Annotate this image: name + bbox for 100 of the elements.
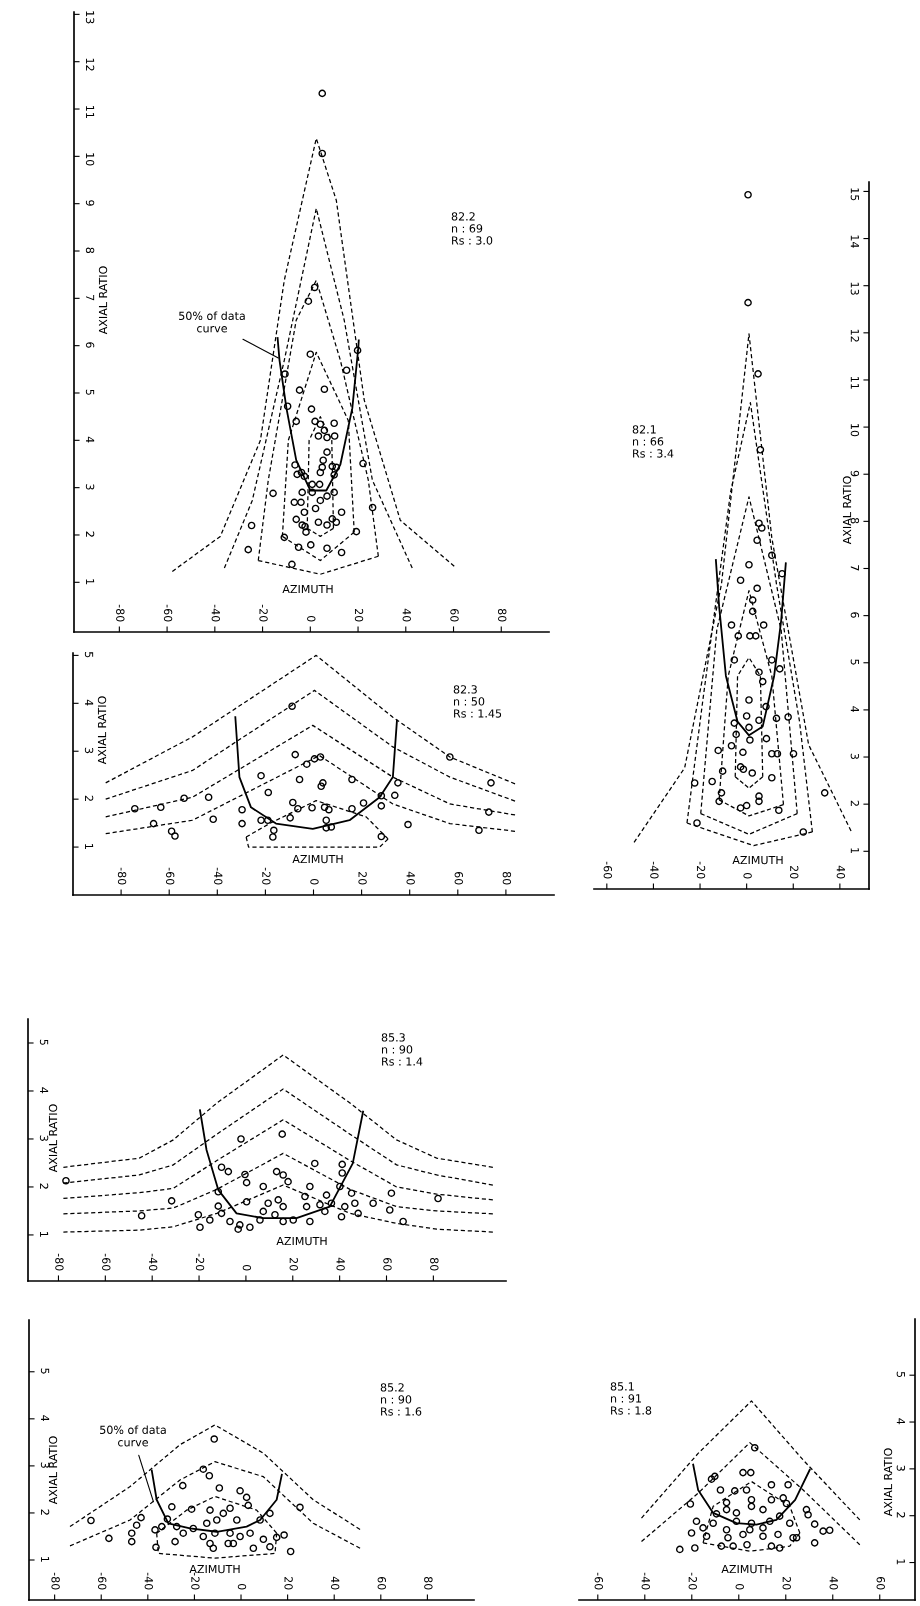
x-tick-label: -80: [55, 1253, 64, 1271]
annotation: 82.3 n : 50 Rs : 1.45: [453, 685, 502, 718]
y-tick-label: 10: [85, 153, 95, 166]
y-tick-label: 3: [896, 1465, 906, 1471]
x-tick-label: -20: [259, 604, 268, 622]
x-tick-label: 20: [289, 1257, 298, 1271]
x-tick-label: 0: [310, 878, 319, 885]
annotation: 50% of data curve: [179, 311, 245, 333]
x-axis-title: AZIMUTH: [721, 1564, 772, 1574]
x-axis-title: AZIMUTH: [732, 855, 783, 865]
x-tick-label: 40: [836, 865, 846, 879]
x-tick-label: -40: [148, 1253, 158, 1271]
y-tick-label: 5: [39, 1039, 49, 1045]
y-tick-label: 3: [39, 1135, 49, 1141]
x-tick-label: 80: [498, 608, 507, 622]
x-tick-label: -40: [214, 867, 223, 885]
annotation: 85.3 n : 90 Rs : 1.4: [381, 1033, 423, 1066]
x-tick-label: -40: [211, 604, 221, 622]
y-tick-label: 1: [85, 844, 94, 849]
x-axis-title: AZIMUTH: [292, 854, 343, 864]
x-tick-label: 0: [743, 872, 752, 879]
x-tick-label: 20: [790, 865, 799, 879]
y-tick-label: 2: [850, 800, 860, 806]
x-tick-label: 20: [284, 1576, 293, 1590]
y-tick-label: 9: [85, 200, 95, 206]
x-tick-label: 20: [358, 871, 367, 885]
x-tick-label: 20: [782, 1576, 791, 1590]
y-tick-label: 4: [41, 1415, 50, 1422]
x-tick-label: -60: [603, 861, 612, 879]
x-tick-label: -20: [262, 867, 271, 885]
y-tick-label: 7: [850, 565, 859, 571]
x-tick-label: 40: [330, 1576, 340, 1590]
y-tick-label: 3: [40, 1462, 50, 1468]
annotation: 85.2 n : 90 Rs : 1.6: [380, 1383, 422, 1416]
x-tick-label: -60: [102, 1253, 111, 1271]
y-tick-label: 11: [86, 106, 95, 118]
y-tick-label: 9: [850, 470, 860, 477]
y-tick-label: 8: [850, 517, 860, 524]
y-axis-title: AXIAL RATIO: [883, 1448, 893, 1517]
y-tick-label: 3: [85, 484, 95, 490]
x-tick-label: 60: [454, 871, 463, 885]
y-tick-label: 1: [41, 1557, 50, 1562]
x-tick-label: 0: [735, 1583, 744, 1590]
y-tick-label: 10: [850, 424, 860, 437]
x-tick-label: -60: [98, 1572, 107, 1590]
y-tick-label: 14: [850, 235, 859, 248]
y-tick-label: 12: [86, 58, 95, 71]
y-tick-label: 4: [40, 1087, 49, 1094]
x-tick-label: 20: [354, 608, 364, 622]
x-tick-label: 40: [402, 608, 411, 622]
x-tick-label: 0: [307, 615, 316, 622]
y-tick-label: 4: [850, 706, 859, 713]
x-tick-label: -20: [688, 1572, 697, 1590]
annotation: 85.1 n : 91 Rs : 1.8: [610, 1382, 652, 1415]
x-axis-title: AZIMUTH: [189, 1564, 240, 1574]
y-tick-label: 2: [86, 531, 95, 537]
y-tick-label: 13: [850, 282, 860, 295]
y-tick-label: 2: [896, 1512, 906, 1518]
y-tick-label: 12: [850, 329, 860, 342]
y-tick-label: 1: [40, 1231, 49, 1237]
y-axis-title: AXIAL RATIO: [842, 476, 852, 545]
y-axis-title: AXIAL RATIO: [48, 1436, 58, 1505]
y-tick-label: 2: [40, 1183, 49, 1189]
y-tick-label: 7: [86, 295, 95, 301]
y-tick-label: 2: [41, 1509, 50, 1515]
x-tick-label: -40: [144, 1572, 153, 1590]
x-tick-label: -40: [650, 861, 659, 879]
y-tick-label: 3: [84, 747, 94, 754]
y-tick-label: 4: [85, 699, 94, 706]
x-tick-label: -40: [641, 1572, 650, 1590]
y-tick-label: 6: [85, 342, 95, 348]
y-tick-label: 15: [850, 188, 859, 201]
annotation: 82.1 n : 66 Rs : 3.4: [632, 425, 674, 458]
y-tick-label: 5: [40, 1368, 50, 1374]
x-tick-label: 80: [430, 1257, 439, 1271]
y-tick-label: 3: [850, 753, 860, 759]
x-tick-label: -60: [163, 604, 173, 622]
y-axis-title: AXIAL RATIO: [98, 266, 108, 335]
x-tick-label: 40: [406, 871, 415, 885]
y-tick-label: 13: [85, 11, 95, 24]
x-tick-label: -80: [116, 604, 125, 622]
x-tick-label: 0: [237, 1583, 247, 1590]
y-tick-label: 1: [896, 1559, 905, 1565]
y-axis-title: AXIAL RATIO: [48, 1104, 58, 1173]
y-tick-label: 2: [85, 795, 94, 801]
x-tick-label: -80: [51, 1572, 60, 1590]
x-tick-label: -60: [165, 867, 175, 885]
y-axis-title: AXIAL RATIO: [97, 696, 107, 765]
y-tick-label: 11: [850, 376, 859, 389]
x-axis-title: AZIMUTH: [276, 1236, 327, 1246]
y-tick-label: 5: [896, 1371, 905, 1378]
y-tick-label: 1: [850, 848, 859, 854]
x-tick-label: -20: [195, 1253, 205, 1271]
x-axis-title: AZIMUTH: [282, 584, 333, 594]
y-tick-label: 4: [896, 1418, 905, 1425]
x-tick-label: 80: [424, 1576, 433, 1590]
x-tick-label: 40: [336, 1257, 345, 1271]
y-tick-label: 6: [850, 612, 860, 618]
y-tick-label: 8: [85, 247, 95, 254]
x-tick-label: -80: [117, 867, 127, 885]
